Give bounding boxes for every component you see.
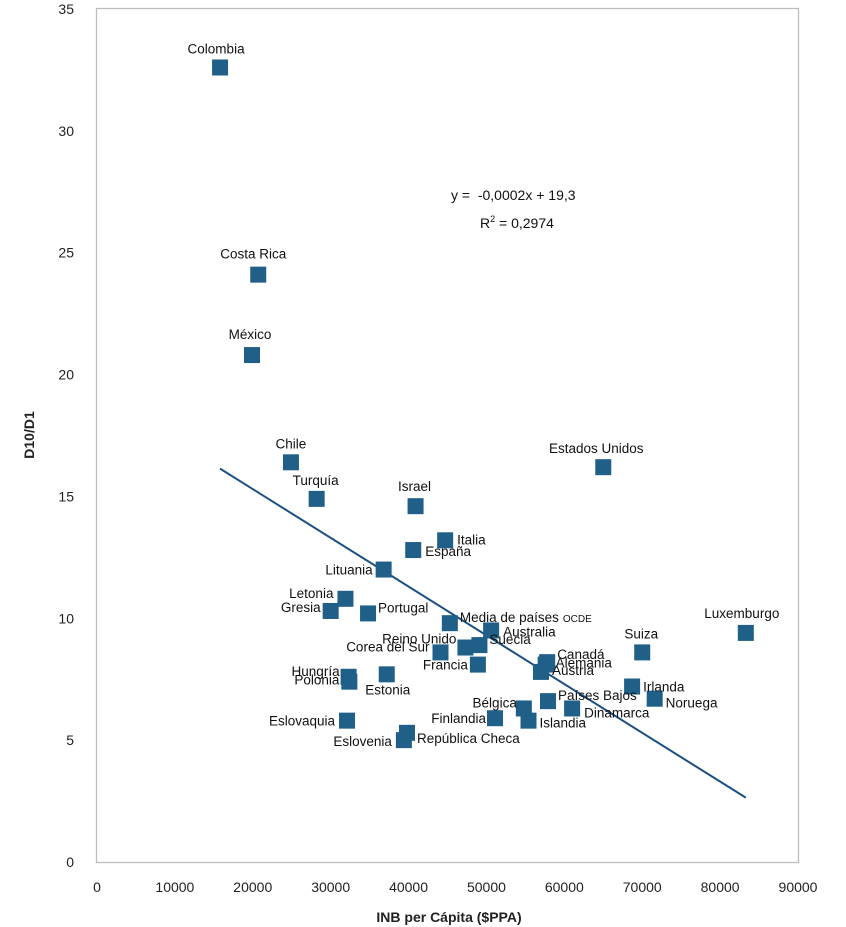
data-point-label: Luxemburgo xyxy=(704,606,779,621)
y-tick-label: 0 xyxy=(66,854,74,870)
data-point-marker xyxy=(395,732,412,749)
data-point-label: Lituania xyxy=(325,563,373,578)
trend-equation: y = -0,0002x + 19,3 xyxy=(451,187,576,203)
y-axis-title: D10/D1 xyxy=(21,411,37,459)
data-point-label: Estonia xyxy=(365,682,411,697)
plot-area-frame xyxy=(95,7,800,864)
data-point-marker xyxy=(243,347,260,364)
y-tick-label: 5 xyxy=(66,732,74,748)
data-point-label: Australia xyxy=(503,624,556,639)
data-point-label: Polonia xyxy=(294,673,340,688)
data-point-label: Israel xyxy=(398,479,431,494)
data-point-marker xyxy=(339,712,356,729)
data-point-label: Media de países OCDE xyxy=(460,610,592,625)
data-point-marker xyxy=(437,532,454,549)
data-point-label: Dinamarca xyxy=(584,705,650,720)
data-point-label: Canadá xyxy=(557,647,605,662)
y-tick-label: 35 xyxy=(58,1,74,17)
data-point-label: Italia xyxy=(457,532,486,547)
data-point-marker xyxy=(282,454,299,471)
data-point-marker xyxy=(250,266,267,283)
x-tick-label: 10000 xyxy=(155,879,194,895)
y-tick-label: 20 xyxy=(58,367,74,383)
data-points xyxy=(212,59,754,749)
data-point-marker xyxy=(212,59,229,76)
x-tick-label: 60000 xyxy=(545,879,584,895)
x-tick-label: 70000 xyxy=(623,879,662,895)
data-point-label: Noruega xyxy=(666,696,718,711)
y-tick-label: 15 xyxy=(58,488,74,504)
data-point-label: República Checa xyxy=(417,731,520,746)
data-point-label: Austria xyxy=(552,663,595,678)
data-point-label: España xyxy=(425,544,471,559)
data-point-label: Islandia xyxy=(540,716,587,731)
data-point-marker xyxy=(337,590,354,607)
data-point-label: Gresia xyxy=(281,600,321,615)
data-point-marker xyxy=(646,690,663,707)
data-point-marker xyxy=(405,542,422,559)
trendline xyxy=(219,467,747,799)
data-point-marker xyxy=(322,602,339,619)
data-point-label: Bélgica xyxy=(473,695,518,710)
data-point-label: Reino Unido xyxy=(382,632,456,647)
x-tick-label: 50000 xyxy=(467,879,506,895)
data-point-marker xyxy=(483,622,500,639)
data-point-marker xyxy=(471,637,488,654)
x-tick-label: 40000 xyxy=(389,879,428,895)
data-point-label: Irlanda xyxy=(643,680,685,695)
y-tick-label: 30 xyxy=(58,123,74,139)
data-point-marker xyxy=(564,700,581,717)
y-tick-label: 25 xyxy=(58,245,74,261)
data-point-label: Francia xyxy=(423,658,469,673)
data-point-label: Turquía xyxy=(293,473,340,488)
point-labels: Colombia Costa Rica México Chile Turquía Isra… xyxy=(188,41,780,749)
data-point-marker xyxy=(375,561,392,578)
data-point-marker xyxy=(441,615,458,632)
data-point-label: Suiza xyxy=(624,626,658,641)
data-point-marker xyxy=(595,459,612,476)
data-point-marker xyxy=(737,624,754,641)
x-axis-title: INB per Cápita ($PPA) xyxy=(376,909,521,925)
x-tick-label: 0 xyxy=(93,879,101,895)
data-point-marker xyxy=(378,666,395,683)
data-point-label: Colombia xyxy=(188,41,246,56)
data-point-label: Costa Rica xyxy=(220,247,287,262)
data-point-marker xyxy=(532,663,549,680)
data-point-label: Hungría xyxy=(292,664,341,679)
data-point-label: Eslovaquia xyxy=(269,714,336,729)
data-point-marker xyxy=(624,678,641,695)
x-tick-labels: 0 10000 20000 30000 40000 50000 60000 70000 8000… xyxy=(93,879,818,895)
data-point-marker xyxy=(487,710,504,727)
data-point-label: Letonia xyxy=(289,586,334,601)
data-point-marker xyxy=(457,639,474,656)
x-tick-label: 90000 xyxy=(779,879,818,895)
data-point-marker xyxy=(520,712,537,729)
data-point-label: Eslovenia xyxy=(333,734,392,749)
data-point-marker xyxy=(634,644,651,661)
data-point-label: Suecia xyxy=(489,632,531,647)
y-tick-labels: 0 5 10 15 20 25 30 35 xyxy=(58,1,74,870)
data-point-label: Corea del Sur xyxy=(346,639,430,654)
x-tick-label: 20000 xyxy=(233,879,272,895)
data-point-label: Estados Unidos xyxy=(549,441,644,456)
data-point-label: Chile xyxy=(276,436,307,451)
data-point-label: Países Bajos xyxy=(558,688,637,703)
trend-r-squared: R2 = 0,2974 xyxy=(480,214,554,231)
x-tick-label: 30000 xyxy=(311,879,350,895)
data-point-marker xyxy=(407,498,424,515)
data-point-marker xyxy=(469,656,486,673)
data-point-label: Finlandia xyxy=(431,711,486,726)
data-point-label: Portugal xyxy=(378,600,428,615)
data-point-marker xyxy=(360,605,377,622)
data-point-marker xyxy=(432,644,449,661)
data-point-label: Alemania xyxy=(556,656,613,671)
data-point-marker xyxy=(539,693,556,710)
y-tick-label: 10 xyxy=(58,610,74,626)
x-tick-label: 80000 xyxy=(701,879,740,895)
data-point-label: México xyxy=(229,327,272,342)
data-point-marker xyxy=(341,673,358,690)
data-point-marker xyxy=(308,490,325,507)
data-point-marker xyxy=(515,700,532,717)
